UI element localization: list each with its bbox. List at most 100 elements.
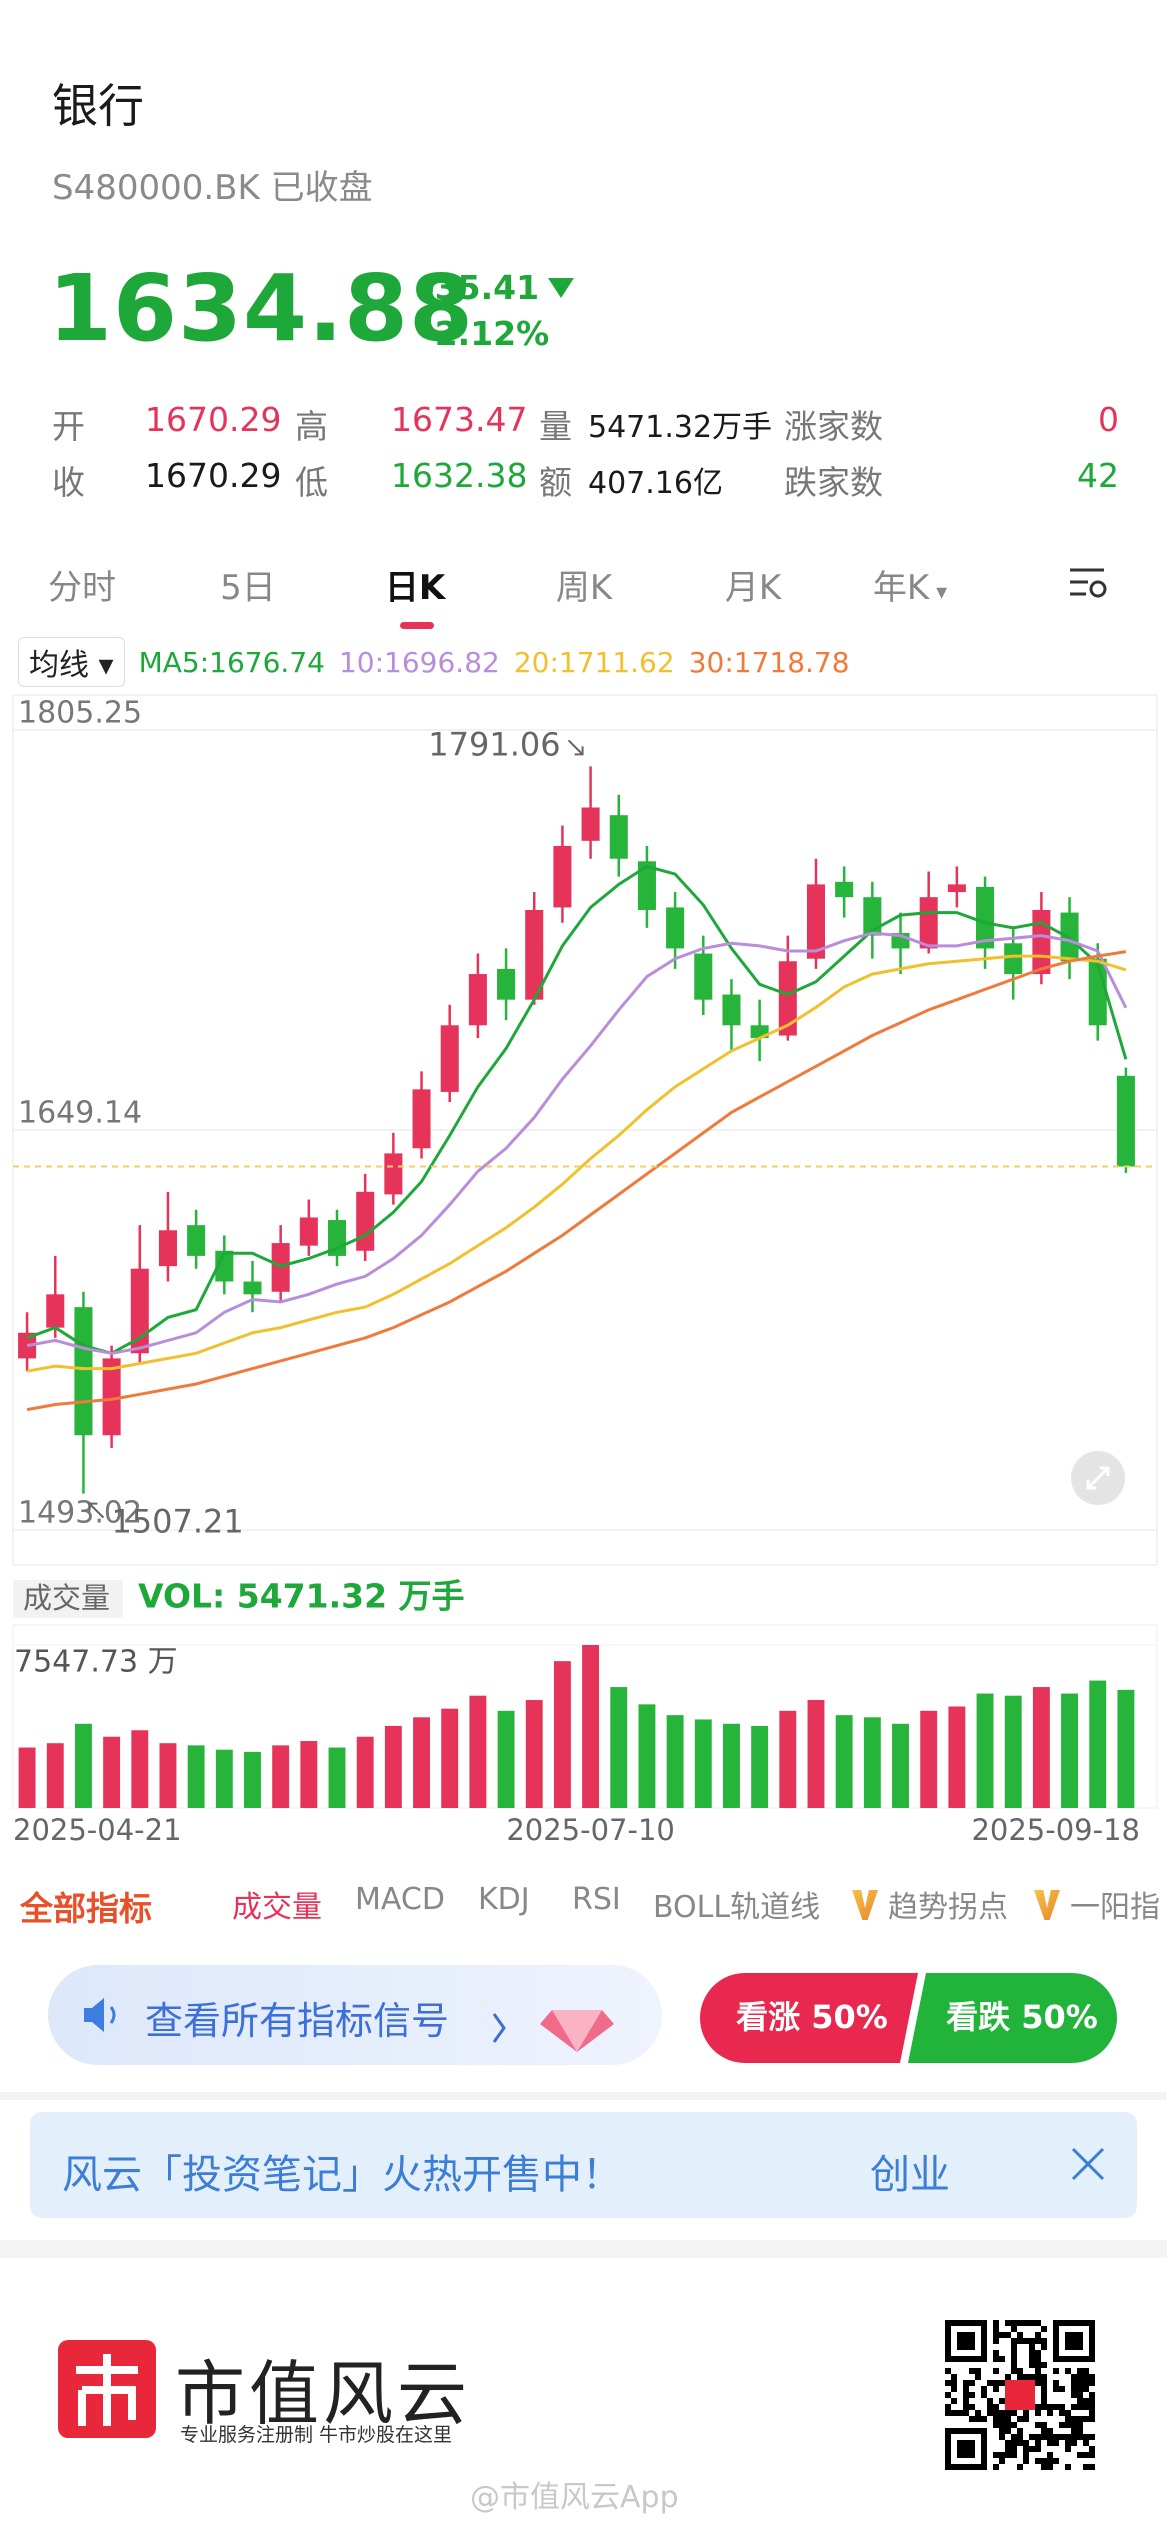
- close-icon[interactable]: [1070, 2146, 1106, 2182]
- candle-body: [666, 907, 685, 949]
- qr-module: [1089, 2392, 1095, 2398]
- qr-module: [993, 2404, 999, 2410]
- volume-bar: [356, 1736, 374, 1808]
- qr-module: [1017, 2428, 1023, 2434]
- vote-buttons: 看涨 50% 看跌 50%: [700, 1973, 1117, 2063]
- qr-module: [969, 2368, 975, 2374]
- candle-body: [356, 1191, 375, 1251]
- indicator-tab[interactable]: MACD: [355, 1882, 445, 1917]
- volume-bar: [159, 1743, 177, 1808]
- qr-module: [1071, 2434, 1077, 2440]
- qr-module: [1041, 2344, 1047, 2350]
- separator: [0, 2240, 1167, 2258]
- candle-body: [947, 884, 966, 893]
- ma-line: [26, 954, 1127, 1373]
- qr-module: [1077, 2434, 1083, 2440]
- period-tab[interactable]: 周K: [555, 568, 613, 608]
- qr-module: [1029, 2350, 1035, 2356]
- qr-module: [1071, 2386, 1077, 2392]
- volume-bar: [74, 1723, 92, 1808]
- qr-module: [1077, 2404, 1083, 2410]
- qr-module: [1035, 2320, 1041, 2326]
- qr-module: [1029, 2362, 1035, 2368]
- qr-module: [1011, 2344, 1017, 2350]
- qr-module: [987, 2404, 993, 2410]
- stat-cell: 1670.29: [145, 456, 282, 495]
- volume-bar: [610, 1687, 628, 1808]
- indicator-tab[interactable]: 一阳指: [1070, 1890, 1160, 1925]
- vote-down[interactable]: [908, 1973, 1117, 2063]
- period-tab[interactable]: 年K ▾: [872, 568, 948, 608]
- qr-module: [963, 2380, 969, 2386]
- expand-icon: [1086, 1466, 1110, 1490]
- qr-module: [1011, 2422, 1017, 2428]
- qr-module: [1011, 2338, 1017, 2344]
- qr-module: [1047, 2410, 1053, 2416]
- period-tab[interactable]: 5日: [220, 568, 276, 608]
- qr-module: [993, 2368, 999, 2374]
- ma-selector[interactable]: 均线 ▾: [18, 637, 125, 687]
- volume-bar: [835, 1715, 853, 1808]
- page-title: 银行: [52, 79, 144, 133]
- qr-module: [1011, 2326, 1017, 2332]
- candle-body: [74, 1307, 93, 1436]
- qr-module: [1053, 2458, 1059, 2464]
- indicator-tab[interactable]: RSI: [572, 1882, 621, 1917]
- qr-module: [981, 2392, 987, 2398]
- qr-module: [1089, 2380, 1095, 2386]
- period-tab[interactable]: 月K: [724, 568, 782, 608]
- qr-module: [1089, 2410, 1095, 2416]
- qr-module: [1053, 2404, 1059, 2410]
- banner-text: 风云「投资笔记」火热开售中！: [62, 2152, 622, 2198]
- indicator-tab[interactable]: KDJ: [478, 1882, 530, 1917]
- volume-bar: [384, 1725, 402, 1808]
- candle-body: [158, 1230, 177, 1267]
- volume-bar: [18, 1747, 36, 1808]
- candle-body: [18, 1332, 37, 1359]
- settings-icon[interactable]: [1068, 566, 1108, 602]
- qr-module: [1017, 2338, 1023, 2344]
- qr-module: [1005, 2452, 1011, 2458]
- qr-module: [993, 2380, 999, 2386]
- indicator-tab[interactable]: BOLL轨道线: [653, 1890, 821, 1925]
- low-arrow: [88, 1502, 105, 1519]
- qr-module: [969, 2392, 975, 2398]
- vote-up[interactable]: [700, 1973, 918, 2063]
- candle-body: [412, 1089, 431, 1149]
- qr-module: [963, 2386, 969, 2392]
- qr-module: [1065, 2332, 1083, 2350]
- volume-bar: [948, 1706, 966, 1808]
- qr-module: [957, 2332, 975, 2350]
- banner[interactable]: [30, 2112, 1137, 2218]
- qr-module: [1035, 2404, 1041, 2410]
- qr-module: [1041, 2392, 1047, 2398]
- volume-bar: [892, 1723, 909, 1808]
- volume-bar: [694, 1719, 712, 1808]
- qr-module: [1083, 2464, 1089, 2470]
- qr-module: [1041, 2338, 1047, 2344]
- qr-module: [1047, 2452, 1053, 2458]
- candle-body: [581, 807, 600, 841]
- stat-cell: 额: [539, 463, 572, 502]
- qr-module: [1041, 2464, 1047, 2470]
- qr-module: [999, 2356, 1005, 2362]
- qr-module: [993, 2332, 999, 2338]
- indicator-tab[interactable]: 成交量: [232, 1890, 322, 1925]
- qr-module: [987, 2410, 993, 2416]
- qr-module: [993, 2416, 999, 2422]
- indicator-tab[interactable]: 全部指标: [20, 1889, 152, 1928]
- qr-module: [1047, 2434, 1053, 2440]
- high-label: 1791.06: [428, 725, 560, 763]
- qr-module: [951, 2380, 957, 2386]
- qr-module: [975, 2374, 981, 2380]
- volume-label: 成交量: [23, 1581, 110, 1615]
- qr-module: [1017, 2434, 1023, 2440]
- volume-bar: [638, 1704, 656, 1808]
- indicator-tab[interactable]: 趋势拐点: [888, 1890, 1008, 1925]
- qr-module: [1017, 2368, 1023, 2374]
- period-tab[interactable]: 日K: [384, 568, 446, 608]
- period-tab[interactable]: 分时: [48, 568, 116, 608]
- qr-module: [1011, 2356, 1017, 2362]
- qr-module: [969, 2416, 975, 2422]
- qr-module: [1077, 2422, 1083, 2428]
